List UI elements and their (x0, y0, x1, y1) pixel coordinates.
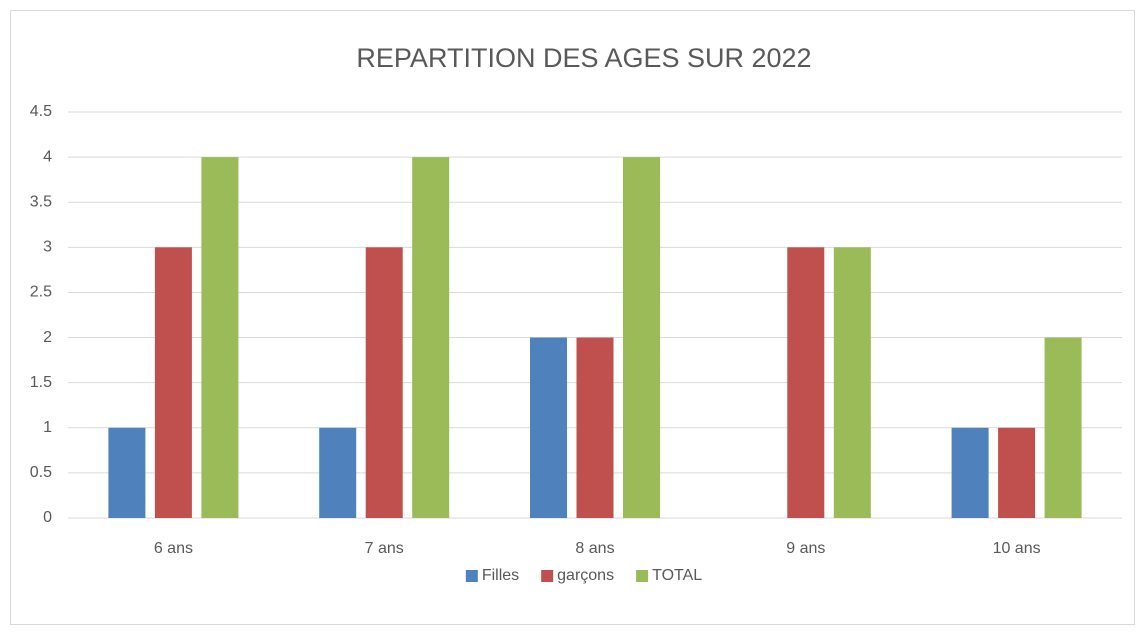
x-tick-label: 7 ans (365, 540, 404, 557)
legend-label: Filles (482, 567, 519, 584)
bar (319, 427, 357, 518)
bar (576, 337, 614, 518)
bar (833, 247, 871, 519)
x-tick-label: 8 ans (575, 540, 614, 557)
y-tick-label: 2 (43, 329, 52, 346)
bar (154, 247, 192, 519)
bar (1044, 337, 1082, 518)
y-tick-label: 0 (43, 509, 52, 526)
bar (365, 247, 403, 519)
bar (201, 157, 239, 518)
y-tick-label: 2.5 (30, 284, 52, 301)
y-tick-label: 1 (43, 419, 52, 436)
x-tick-label: 10 ans (993, 540, 1041, 557)
bar (108, 427, 146, 518)
legend-label: garçons (557, 567, 614, 584)
bar (951, 427, 989, 518)
bar (998, 427, 1036, 518)
bar (787, 247, 825, 519)
y-tick-label: 3.5 (30, 193, 52, 210)
y-tick-label: 0.5 (30, 464, 52, 481)
legend-swatch (636, 570, 649, 582)
bar (530, 337, 567, 518)
x-tick-label: 6 ans (154, 540, 193, 557)
bar (412, 157, 450, 518)
y-tick-label: 4.5 (30, 103, 52, 120)
chart-border (10, 10, 1135, 625)
x-tick-label: 9 ans (786, 540, 825, 557)
legend-swatch (465, 570, 478, 582)
legend-swatch (541, 570, 554, 582)
y-tick-label: 4 (43, 148, 52, 165)
legend-label: TOTAL (652, 567, 702, 584)
y-tick-label: 3 (43, 239, 52, 256)
bar (623, 157, 660, 518)
y-tick-label: 1.5 (30, 374, 52, 391)
chart-title: REPARTITION DES AGES SUR 2022 (356, 43, 811, 73)
